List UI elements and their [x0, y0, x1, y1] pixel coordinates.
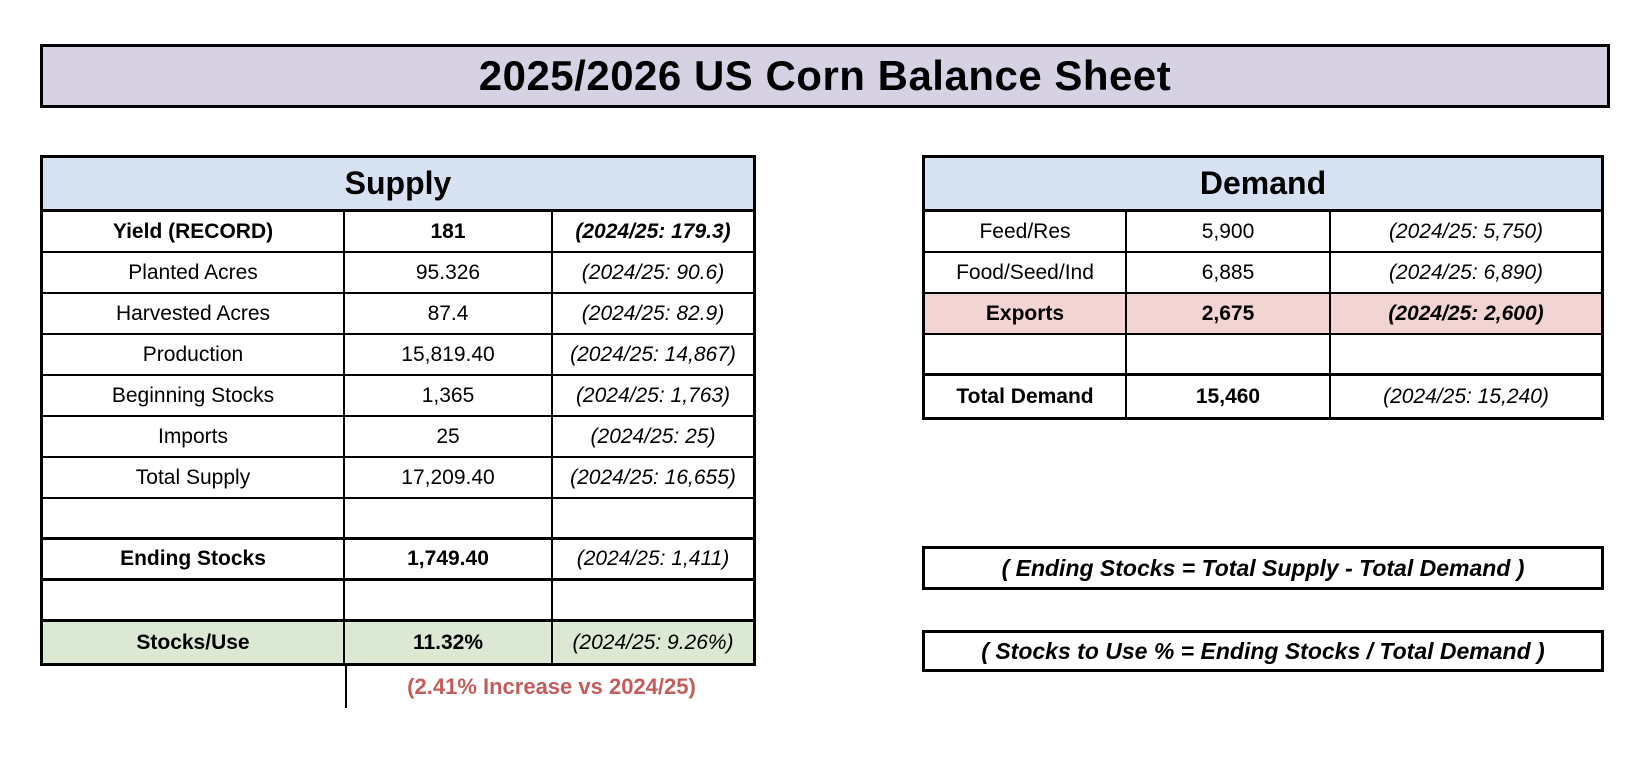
demand-row-exports-prior: (2024/25: 2,600) — [1331, 294, 1601, 335]
supply-spacer-row-cell — [345, 581, 553, 622]
supply-row-yield-label: Yield (RECORD) — [43, 212, 345, 253]
demand-row-total-demand-prior: (2024/25: 15,240) — [1383, 384, 1549, 408]
demand-row-feed-res-prior: (2024/25: 5,750) — [1331, 212, 1601, 253]
demand-table-header: Demand — [925, 158, 1601, 212]
supply-spacer-row-cell — [43, 581, 345, 622]
demand-table: Demand Feed/Res 5,900 (2024/25: 5,750) F… — [922, 155, 1604, 420]
demand-spacer-row-cell — [1127, 335, 1331, 376]
supply-row-beginning-stocks-value: 1,365 — [345, 376, 553, 417]
supply-row-total-supply-value: 17,209.40 — [345, 458, 553, 499]
supply-spacer-row-cell — [553, 581, 753, 622]
supply-row-planted-value: 95.326 — [345, 253, 553, 294]
supply-row-imports-prior: (2024/25: 25) — [553, 417, 753, 458]
supply-spacer-row-cell — [553, 499, 753, 540]
supply-row-production-label: Production — [43, 335, 345, 376]
supply-spacer-row-cell — [43, 499, 345, 540]
supply-table: Supply Yield (RECORD) 181 (2024/25: 179.… — [40, 155, 756, 666]
supply-row-yield-prior: (2024/25: 179.3) — [553, 212, 753, 253]
supply-row-production-value: 15,819.40 — [345, 335, 553, 376]
supply-row-imports-label: Imports — [43, 417, 345, 458]
demand-spacer-row-cell — [925, 335, 1127, 376]
supply-row-stocks-use-prior: (2024/25: 9.26%) — [553, 622, 753, 663]
demand-row-exports-value: 2,675 — [1127, 294, 1331, 335]
supply-row-imports-value: 25 — [345, 417, 553, 458]
page-title: 2025/2026 US Corn Balance Sheet — [40, 44, 1610, 108]
supply-row-beginning-stocks-label: Beginning Stocks — [43, 376, 345, 417]
demand-row-food-seed-ind-value: 6,885 — [1127, 253, 1331, 294]
supply-row-total-supply-label: Total Supply — [43, 458, 345, 499]
supply-row-stocks-use-value: 11.32% — [345, 622, 553, 663]
supply-table-header: Supply — [43, 158, 753, 212]
supply-row-planted-prior: (2024/25: 90.6) — [553, 253, 753, 294]
demand-row-feed-res-value: 5,900 — [1127, 212, 1331, 253]
supply-row-ending-stocks-prior: (2024/25: 1,411) — [553, 540, 753, 581]
supply-row-harvested-label: Harvested Acres — [43, 294, 345, 335]
demand-spacer-row-cell — [1331, 335, 1601, 376]
supply-row-stocks-use-label: Stocks/Use — [43, 622, 345, 663]
supply-row-ending-stocks-label: Ending Stocks — [43, 540, 345, 581]
stocks-use-increase-footnote: (2.41% Increase vs 2024/25) — [345, 666, 756, 708]
stocks-to-use-formula-note: ( Stocks to Use % = Ending Stocks / Tota… — [922, 630, 1604, 672]
demand-row-food-seed-ind-prior: (2024/25: 6,890) — [1331, 253, 1601, 294]
supply-row-harvested-prior: (2024/25: 82.9) — [553, 294, 753, 335]
supply-row-ending-stocks-value: 1,749.40 — [345, 540, 553, 581]
supply-row-production-prior: (2024/25: 14,867) — [553, 335, 753, 376]
supply-row-planted-label: Planted Acres — [43, 253, 345, 294]
demand-row-feed-res-label: Feed/Res — [925, 212, 1127, 253]
demand-row-total-demand-value: 15,460 — [1127, 376, 1331, 417]
ending-stocks-formula-note: ( Ending Stocks = Total Supply - Total D… — [922, 546, 1604, 590]
supply-row-beginning-stocks-prior: (2024/25: 1,763) — [553, 376, 753, 417]
demand-row-total-demand-label: Total Demand — [925, 376, 1127, 417]
supply-row-yield-value: 181 — [345, 212, 553, 253]
supply-row-total-supply-prior: (2024/25: 16,655) — [553, 458, 753, 499]
demand-row-exports-label: Exports — [925, 294, 1127, 335]
supply-row-harvested-value: 87.4 — [345, 294, 553, 335]
demand-row-food-seed-ind-label: Food/Seed/Ind — [925, 253, 1127, 294]
supply-spacer-row-cell — [345, 499, 553, 540]
